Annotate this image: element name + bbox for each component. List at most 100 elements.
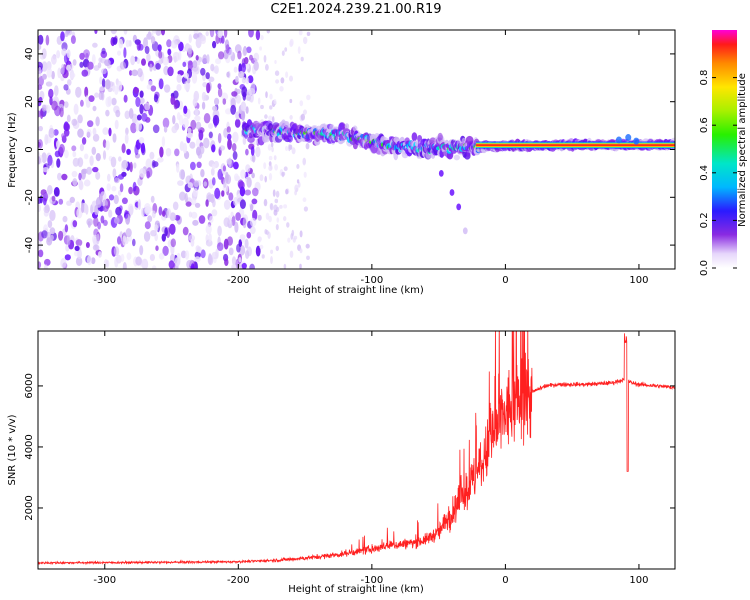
x-tick-label: 100 xyxy=(629,275,648,286)
spectrogram-cell xyxy=(268,161,272,167)
spectrogram-cell xyxy=(158,206,163,216)
spectrogram-cell xyxy=(296,179,300,184)
spectrogram-cell xyxy=(98,57,103,63)
spectrogram-cell xyxy=(97,251,102,258)
spectrogram-cell xyxy=(94,30,98,34)
spectrogram-cell xyxy=(265,230,269,235)
spectrogram-cell xyxy=(227,138,232,150)
spectrogram-cell xyxy=(251,154,256,163)
spectrogram-cell xyxy=(64,224,69,233)
spectrogram-cell xyxy=(150,230,157,237)
spectrogram-cell xyxy=(275,190,280,198)
spectrogram-cell xyxy=(94,204,99,216)
spectrogram-cell xyxy=(173,90,179,99)
chart-title: C2E1.2024.239.21.00.R19 xyxy=(270,2,442,17)
spectrogram-cell xyxy=(187,60,193,66)
spectrogram-cell xyxy=(202,81,208,88)
spectrogram-cell xyxy=(105,140,110,151)
spectrogram-cell xyxy=(298,30,303,36)
spectrogram-cell xyxy=(231,256,237,266)
spectrogram-cell xyxy=(279,204,283,209)
spectrogram-cell xyxy=(123,30,128,35)
spectrogram-cell xyxy=(56,158,61,168)
spectrogram-cell xyxy=(297,46,301,54)
spectrogram-cell xyxy=(44,134,49,145)
spectrogram-cell xyxy=(117,174,125,180)
spectrogram-cell xyxy=(217,225,222,237)
spectrogram-cell xyxy=(270,203,274,211)
spectrogram-cell xyxy=(114,85,119,95)
spectrogram-cell xyxy=(150,36,156,45)
spectrogram-cell xyxy=(176,163,180,173)
spectrogram-cell xyxy=(51,55,57,65)
spectrogram-cell xyxy=(144,221,151,230)
spectrogram-cell xyxy=(449,189,455,196)
spectrogram-cell xyxy=(95,153,101,162)
spectrogram-cell xyxy=(259,46,262,51)
spectrogram-cell xyxy=(43,264,48,269)
spectrogram-cell xyxy=(237,50,242,60)
spectrogram-cell xyxy=(85,242,90,248)
spectrogram-cell xyxy=(95,116,100,127)
spectrogram-cell xyxy=(85,95,89,104)
spectrogram-cell xyxy=(205,224,212,235)
spectrogram-cell xyxy=(108,194,115,201)
spectrogram-cell xyxy=(193,180,200,188)
spectrogram-cell xyxy=(41,48,47,59)
spectrogram-cell xyxy=(86,255,92,266)
y-tick-label: 40 xyxy=(24,48,35,61)
spectrogram-cell xyxy=(61,173,68,181)
spectrogram-cell xyxy=(69,196,76,203)
spectrogram-cell xyxy=(196,146,201,156)
bottom-x-axis-label: Height of straight line (km) xyxy=(288,584,424,595)
spectrogram-cell xyxy=(231,264,237,269)
spectrogram-cell xyxy=(116,254,122,264)
spectrogram-cell xyxy=(137,68,143,78)
spectrogram-cell xyxy=(95,171,101,180)
spectrogram-cell xyxy=(208,131,213,139)
spectrogram-cell xyxy=(167,66,174,77)
spectrogram-cell xyxy=(223,217,230,228)
spectrogram-cell xyxy=(129,161,133,173)
spectrogram-cell xyxy=(228,192,234,201)
spectrogram-cell xyxy=(177,180,184,186)
spectrogram-cell xyxy=(112,37,118,45)
spectrogram-cell xyxy=(102,205,109,212)
spectrogram-cell xyxy=(124,110,130,120)
spectrogram-cell xyxy=(241,109,246,121)
spectrogram-cell xyxy=(46,67,53,78)
spectrogram-cell xyxy=(239,186,246,197)
spectrogram-cell xyxy=(210,168,215,176)
spectrogram-cell xyxy=(206,54,210,64)
spectrogram-cell xyxy=(231,215,236,226)
spectrogram-cell xyxy=(133,162,137,169)
spectrogram-cell xyxy=(195,121,202,130)
spectrogram-cell xyxy=(288,144,291,152)
spectrogram-cell xyxy=(625,134,632,142)
spectrogram-cell xyxy=(234,118,241,128)
spectrogram-cell xyxy=(261,254,265,259)
top-x-axis-label: Height of straight line (km) xyxy=(288,285,424,296)
spectrogram-cell xyxy=(223,178,227,189)
spectrogram-cell xyxy=(101,68,107,75)
spectrogram-cell xyxy=(38,139,43,149)
spectrogram-cell xyxy=(113,246,120,257)
spectrogram-cell xyxy=(130,122,137,134)
spectrogram-cell xyxy=(242,136,247,145)
spectrogram-cell xyxy=(268,165,273,171)
spectrogram-cell xyxy=(205,72,210,80)
spectrogram-cell xyxy=(157,44,162,52)
spectrogram-cell xyxy=(98,91,104,100)
spectrogram-cell xyxy=(191,72,198,84)
spectrogram-cell xyxy=(158,78,164,90)
spectrogram-cell xyxy=(287,237,291,243)
spectrogram-cell xyxy=(138,137,145,144)
spectrogram-cell xyxy=(214,187,221,199)
spectrogram-cell xyxy=(190,263,195,269)
spectrogram-cell xyxy=(213,117,218,128)
spectrogram-cell xyxy=(151,210,156,219)
spectrogram-cell xyxy=(113,217,120,224)
spectrogram-cell xyxy=(124,209,129,219)
spectrogram-cell xyxy=(276,217,280,223)
spectrogram-cell xyxy=(280,77,285,84)
